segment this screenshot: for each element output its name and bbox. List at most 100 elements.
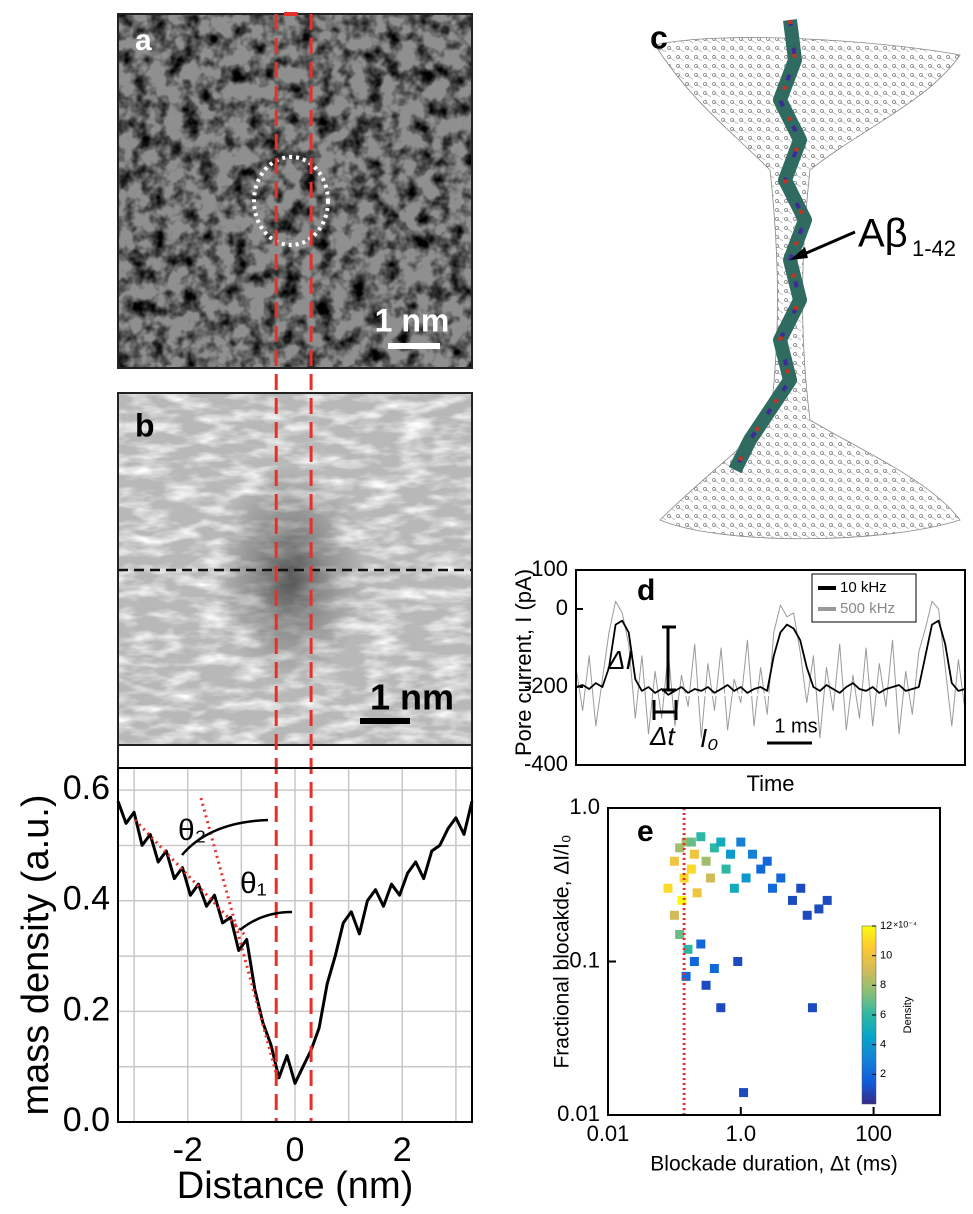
- legend-label: 500 kHz: [840, 600, 895, 617]
- data-point: [733, 957, 743, 966]
- x-tick-label: 2: [393, 1131, 412, 1169]
- x-tick-label: 0.01: [587, 1121, 630, 1146]
- data-point: [814, 904, 824, 914]
- x-tick-label: -2: [173, 1131, 203, 1169]
- nanopore-model: [654, 37, 961, 540]
- y-axis-label: Fractional blocakde, ΔI/I₀: [551, 834, 574, 1068]
- data-point: [762, 856, 772, 866]
- data-point: [681, 837, 691, 847]
- y-tick-label: 0.6: [63, 769, 110, 807]
- colorbar-tick-label: 4: [880, 1039, 886, 1051]
- panel-label: d: [637, 574, 655, 607]
- data-point: [709, 964, 719, 974]
- annotation: Δt: [649, 721, 676, 751]
- x-tick-label: 0: [286, 1131, 305, 1169]
- data-point: [747, 849, 757, 859]
- data-point: [675, 843, 685, 853]
- y-tick-label: 0: [556, 595, 568, 620]
- data-point: [721, 864, 731, 874]
- plot-frame: [607, 807, 941, 1116]
- data-point: [787, 895, 797, 905]
- scale-bar-label: 1 nm: [375, 302, 450, 338]
- angle-arrow: [181, 818, 269, 856]
- colorbar-tick-label: 8: [880, 979, 886, 991]
- data-point: [726, 849, 736, 859]
- colorbar-multiplier: ×10⁻⁴: [893, 919, 917, 929]
- data-point: [692, 888, 702, 898]
- data-point: [696, 832, 706, 842]
- plot-frame: [117, 767, 473, 1123]
- data-point: [776, 873, 786, 883]
- plot-frame: [575, 569, 966, 766]
- data-point: [807, 1003, 817, 1013]
- data-line: [116, 800, 474, 1085]
- y-tick-label: 1.0: [569, 794, 600, 819]
- y-tick-label: 0.2: [63, 990, 110, 1028]
- data-point: [679, 873, 689, 883]
- pore-shadow: [215, 465, 365, 685]
- data-point: [796, 883, 806, 893]
- arrowhead: [790, 247, 808, 260]
- data-point: [677, 895, 687, 905]
- data-point: [706, 873, 716, 883]
- tangent: [199, 797, 280, 1081]
- angle-arrow: [239, 910, 293, 931]
- y-tick-label: 0.01: [557, 1101, 600, 1126]
- panel-label: c: [650, 19, 668, 55]
- y-tick-label: -400: [524, 751, 568, 776]
- data-point: [716, 1003, 726, 1013]
- data-point: [701, 980, 711, 990]
- panel-label: e: [637, 815, 654, 848]
- data-point: [686, 837, 696, 847]
- annotation: 1 ms: [774, 715, 817, 737]
- scale-bar-label: 1 nm: [370, 677, 454, 718]
- panel-label: b: [135, 407, 155, 443]
- data-point: [756, 864, 766, 874]
- colorbar-tick-label: 2: [880, 1068, 886, 1080]
- x-tick-label: 1.0: [726, 1121, 757, 1146]
- data-point: [686, 864, 696, 874]
- y-tick-label: 100: [531, 556, 568, 581]
- y-tick-label: 0.0: [63, 1101, 110, 1139]
- x-axis-label: Blockade duration, Δt (ms): [650, 1153, 897, 1176]
- x-tick-label: 100: [855, 1121, 892, 1146]
- data-point: [681, 971, 691, 981]
- y-tick-label: 0.4: [63, 880, 110, 918]
- data-point: [716, 837, 726, 847]
- data-point: [689, 849, 699, 859]
- data-point: [767, 883, 777, 893]
- scale-bar: [388, 343, 440, 349]
- data-point: [741, 873, 751, 883]
- pore-circle: [252, 155, 330, 247]
- data-point: [696, 939, 706, 949]
- annotation: θ₂: [178, 814, 206, 847]
- annotation: θ₁: [240, 867, 267, 900]
- x-axis-label: Distance (nm): [177, 1165, 414, 1207]
- y-tick-label: -200: [524, 673, 568, 698]
- micrograph-texture: [118, 14, 472, 368]
- chart: -400 -200 0 100 Time Pore current, I (pA) ΔI Δt…: [511, 556, 966, 796]
- colorbar-label: Density: [902, 996, 914, 1033]
- data-point: [669, 856, 679, 866]
- legend-label: 10 kHz: [840, 579, 887, 596]
- chart: 0.01 0.1 1.0 0.01 1.0 100 Blockade duration, Δ…: [551, 794, 941, 1176]
- data-point: [736, 837, 746, 847]
- colorbar-tick-label: 12: [880, 920, 892, 932]
- data-point: [802, 910, 812, 920]
- annotation: ΔI: [607, 645, 633, 675]
- x-axis-label: Time: [746, 771, 794, 796]
- annotation: Aβ: [858, 212, 908, 256]
- data-point: [689, 957, 699, 966]
- colorbar-tick-label: 6: [880, 1009, 886, 1021]
- data-point: [669, 910, 679, 920]
- legend-box: [811, 573, 917, 623]
- data-point: [683, 944, 693, 954]
- marker: [284, 12, 298, 16]
- annotation-subscript: 1-42: [912, 236, 956, 261]
- data-point: [663, 883, 673, 893]
- tangent: [133, 818, 247, 937]
- colorbar-tick-label: 10: [880, 950, 892, 962]
